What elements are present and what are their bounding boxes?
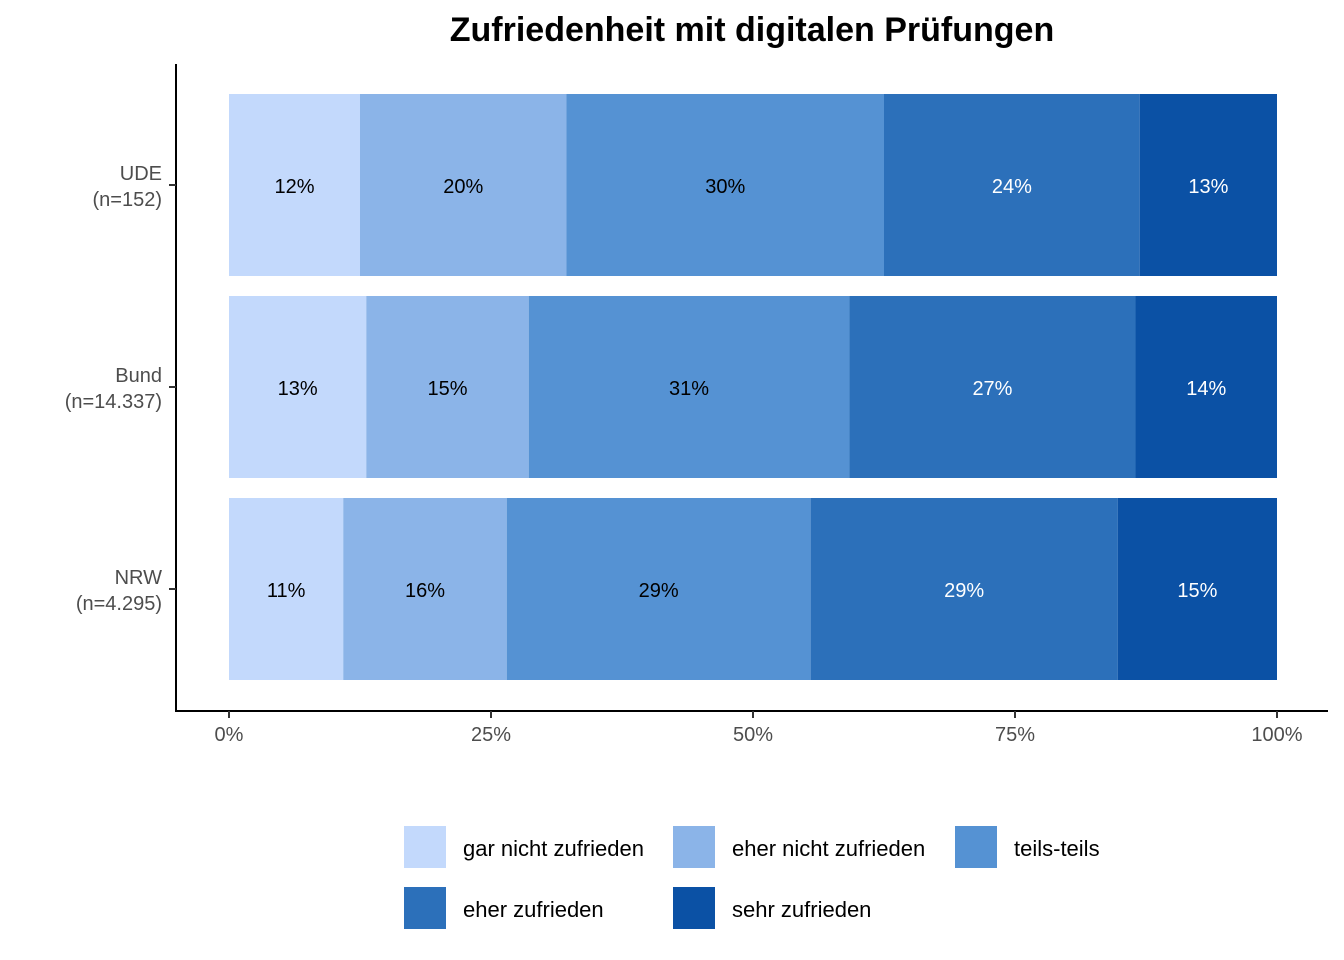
legend-swatch [673, 887, 715, 929]
legend-swatch [955, 826, 997, 868]
bar-segment [1135, 296, 1277, 478]
legend-label: eher nicht zufrieden [732, 836, 925, 861]
bar-segment [566, 94, 884, 276]
legend-swatch [673, 826, 715, 868]
bar-segment [229, 94, 360, 276]
chart-title: Zufriedenheit mit digitalen Prüfungen [450, 11, 1054, 49]
bar-data-label: 27% [972, 378, 1012, 400]
bar-segment [810, 498, 1118, 680]
bar-data-label: 31% [669, 378, 709, 400]
bar-data-label: 29% [639, 580, 679, 602]
y-tick-label: UDE [120, 163, 162, 185]
axes: UDE (n=152) Bund (n=14.337) NRW (n=4.295) 0% 25… [65, 64, 1328, 746]
bar-data-label: 29% [944, 580, 984, 602]
bar-segment [1117, 498, 1277, 680]
x-tick-label: 50% [733, 724, 773, 746]
x-tick-label: 100% [1251, 724, 1302, 746]
bar-data-label: 15% [427, 378, 467, 400]
y-tick-label: Bund [115, 365, 162, 387]
bar-segment [528, 296, 850, 478]
legend-label: sehr zufrieden [732, 897, 871, 922]
x-tick-label: 0% [215, 724, 244, 746]
bar-data-label: 16% [405, 580, 445, 602]
bar-segment [343, 498, 507, 680]
legend-label: eher zufrieden [463, 897, 604, 922]
bar-segment [366, 296, 529, 478]
bar-data-label: 11% [267, 580, 306, 602]
bar-data-label: 12% [274, 176, 314, 198]
legend-swatch [404, 826, 446, 868]
legend: gar nicht zufrieden eher nicht zufrieden t… [404, 826, 1100, 929]
bar-segment [849, 296, 1136, 478]
legend-label: gar nicht zufrieden [463, 836, 644, 861]
bar-data-label: 14% [1186, 378, 1226, 400]
plot-area: 12% 20% 30% 24% 13% 13% 15% 31% 27% 14% 11% 16% 29% 2… [229, 94, 1277, 680]
bar-segment [360, 94, 567, 276]
bar-data-label: 24% [992, 176, 1032, 198]
y-tick-sublabel: (n=4.295) [76, 593, 162, 615]
legend-label: teils-teils [1014, 836, 1100, 861]
bar-data-label: 20% [443, 176, 483, 198]
bar-segment [506, 498, 811, 680]
bar-data-label: 15% [1177, 580, 1217, 602]
bar-data-label: 13% [278, 378, 318, 400]
bar-segment [884, 94, 1140, 276]
x-tick-label: 75% [995, 724, 1035, 746]
bar-data-label: 13% [1188, 176, 1228, 198]
bar-segment [229, 498, 344, 680]
bar-segment [229, 296, 367, 478]
bar-data-label: 30% [705, 176, 745, 198]
legend-swatch [404, 887, 446, 929]
y-tick-label: NRW [115, 567, 163, 589]
bar-segment [1139, 94, 1277, 276]
x-tick-label: 25% [471, 724, 511, 746]
y-tick-sublabel: (n=152) [93, 189, 163, 211]
y-tick-sublabel: (n=14.337) [65, 391, 162, 413]
